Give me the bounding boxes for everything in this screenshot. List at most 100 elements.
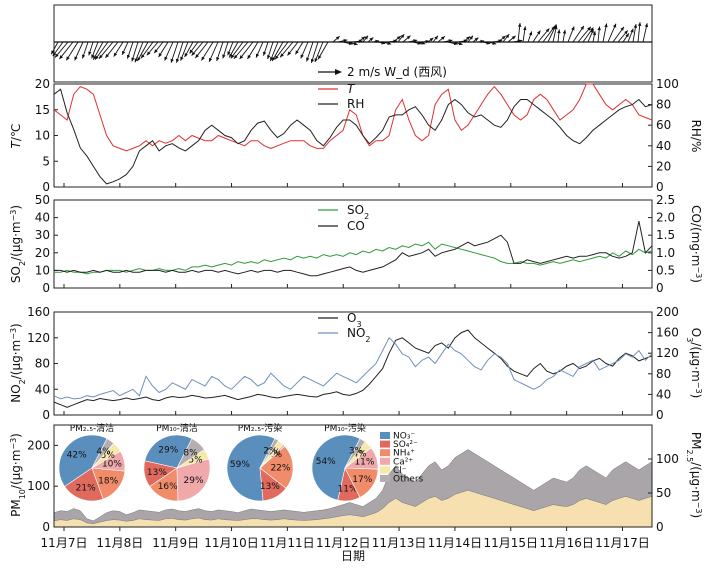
pie-slice-label: 13% [147,468,167,478]
wind-arrow-head [201,56,205,61]
x-axis-label: 日期 [341,549,365,563]
wind-arrow-head [413,39,418,43]
pie-title: PM₂.₅-污染 [238,422,283,434]
pm10-axis-label: PM10/(μg·m−3) [9,433,27,517]
pm-panel-frame [53,424,653,528]
wind-arrow-head [580,25,584,30]
pie-legend-swatch [380,449,390,457]
wind-arrow-head [164,56,168,61]
wind-arrow-head [474,37,479,42]
pie-slice-label: 3% [266,448,281,458]
wind-arrow-head [604,23,608,28]
pie-slice [144,434,193,469]
o3-axis-label-part: ) [689,394,703,399]
x-tick-label: 11月11日 [260,536,315,550]
wind-arrow-head [195,54,199,59]
wind-arrow-head [624,30,628,35]
wind-arrow-head [571,26,575,31]
o3-axis-label: O3/(μg·m−3) [686,328,704,399]
wind-legend-label: 2 m/s W_d (西风) [347,65,447,79]
pie-slice [226,434,276,502]
o3-axis-label-part: /(μg·m [689,342,703,381]
pie-legend-label: SO₄²⁻ [393,440,418,450]
wind-arrow-head [158,52,162,57]
co-axis-label: CO/(mg·m−3) [689,205,704,283]
wind-arrow-head [505,34,510,39]
no2-axis-tick-label: 160 [27,305,50,319]
panel-frame-0 [53,4,653,83]
no2-axis-label-part: 2 [18,379,27,384]
wind-arrow [98,41,114,59]
no2-axis-tick-label: 0 [42,408,50,422]
wind-arrow-head [189,49,194,54]
no2-axis-tick-label: 40 [35,382,50,396]
no2-series-line [53,336,653,400]
wind-arrow-head [335,36,340,40]
wind-arrow-head [590,29,594,34]
no2-axis-tick-label: 120 [27,331,50,345]
pie-slice-label: 4% [352,450,367,460]
no2-axis-label-part: −3 [9,328,18,340]
pie-slice-label: 5% [101,451,116,461]
o3-series-line [53,329,653,408]
t-axis-tick-label: 5 [42,154,50,168]
pie-title: PM₁₀-清洁 [156,422,198,434]
wind-arrow [59,41,74,60]
rh-axis-label: RH/% [689,120,703,153]
wind-arrow [170,41,179,63]
no2-axis-tick-label: 80 [35,357,50,371]
legend-so2-label: SO2 [347,203,369,221]
pie-slice-label: 22% [270,463,290,473]
wind-arrow-head [612,23,617,28]
wind-arrow-head [306,57,310,62]
wind-arrow-head [557,29,561,34]
wind-arrow-head [630,28,634,33]
wind-arrow-head [429,37,434,42]
wind-arrow [65,41,79,61]
wind-arrow-head [511,35,516,40]
rh-axis-tick-label: 100 [656,77,679,91]
wind-arrow-head [353,41,358,46]
wind-arrow-head [141,54,145,59]
no2-axis-label: NO2/(μg·m−3) [9,323,27,402]
wind-arrow-head [637,22,642,26]
rh-series-line [53,88,653,185]
wind-arrow-head [633,24,638,28]
co-series-line [54,220,653,277]
t-axis-label: T/℃ [9,124,23,149]
pie-slice-label: 10% [102,460,122,470]
wind-arrow-head [369,37,374,42]
x-tick-label: 11月7日 [41,536,88,550]
wind-arrow-head [343,39,348,43]
so2-axis-label-part: −3 [9,210,18,222]
pie-legend-label: Others [393,475,424,485]
pie-slice [259,445,294,489]
wind-arrow-head [146,51,151,56]
pm10-axis-label-part: PM [9,499,23,517]
co-axis-label-part: ) [689,278,703,283]
t-axis-label-part: T [9,139,23,148]
legend-o3-label-part: O [347,311,356,325]
wind-arrow-head [375,39,380,44]
pie-slice [176,458,211,502]
wind-arrow-head [230,54,235,59]
o3-axis-tick-label: 40 [656,387,671,401]
rh-axis-tick-label: 80 [656,98,671,112]
wind-arrow [239,41,254,60]
t-axis-label-part: /℃ [9,124,23,142]
so2-axis-tick-label: 30 [35,228,50,242]
o3-axis-label-part: 3 [686,337,695,342]
wind-arrow-head [364,35,369,40]
pie-slice-label: 5% [188,455,203,465]
o3-axis-tick-label: 80 [656,367,671,381]
wind-arrow-head [517,23,522,27]
pm25-axis-label-part: ) [689,513,703,518]
pie-slice-label: 17% [352,475,372,485]
wind-arrow-head [393,39,398,44]
o3-axis-label-part: O [689,328,703,337]
pie-slice-label: 21% [76,483,96,493]
wind-arrow-head [209,57,213,62]
pm10-axis-label-part: 10 [18,489,27,499]
pie-slice-label: 11% [338,484,358,494]
